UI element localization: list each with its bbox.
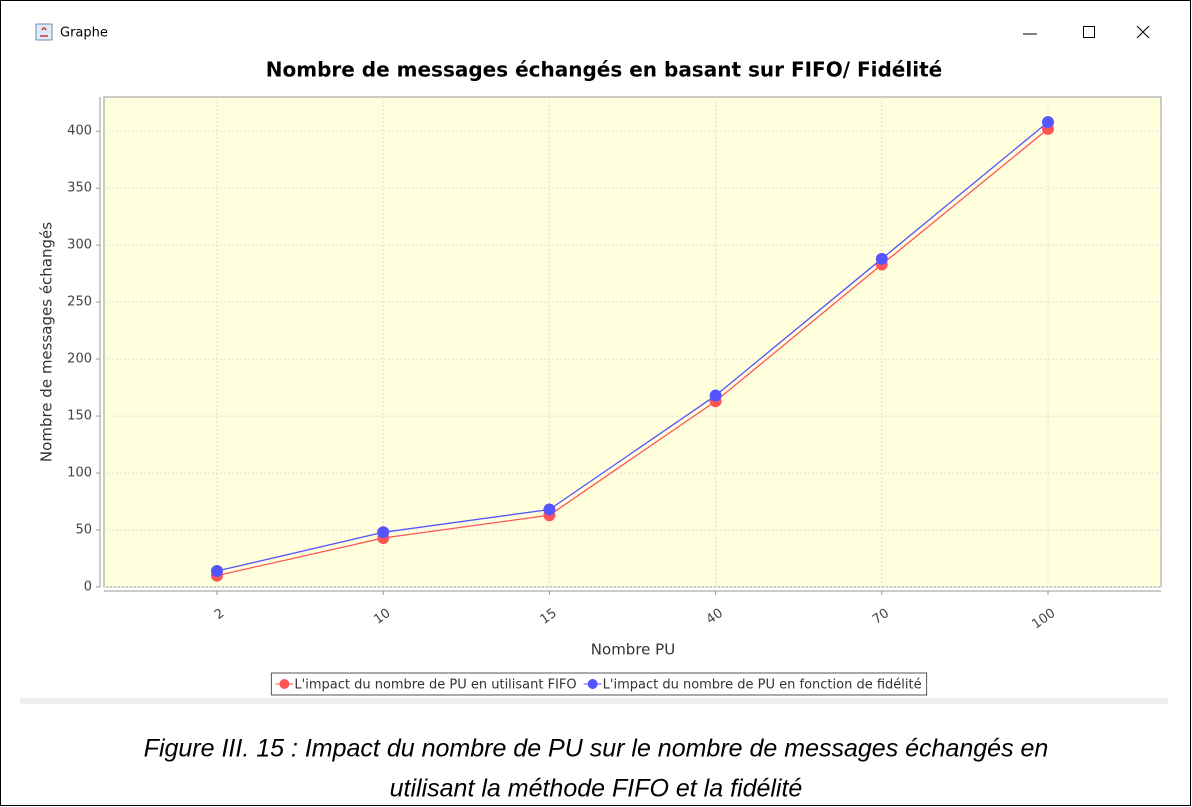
series-line: [216, 121, 1049, 572]
caption-line: Figure III. 15 : Impact du nombre de PU …: [144, 735, 1049, 763]
series-line: [216, 128, 1049, 577]
data-point: [211, 565, 223, 578]
data-point: [875, 252, 888, 265]
x-axis-label: Nombre PU: [591, 641, 675, 659]
data-point: [377, 526, 390, 539]
y-tick-label: 350: [67, 181, 92, 196]
separator: [20, 698, 1168, 704]
y-tick-label: 300: [67, 238, 92, 253]
y-tick-label: 200: [67, 352, 92, 367]
chart-title: Nombre de messages échangés en basant su…: [266, 58, 942, 82]
y-tick-label: 400: [67, 124, 92, 139]
data-point: [709, 389, 722, 402]
legend-marker: [587, 679, 598, 689]
y-tick-label: 150: [67, 409, 92, 424]
window-title: Graphe: [60, 26, 108, 41]
legend-label: L'impact du nombre de PU en utilisant FI…: [294, 678, 576, 693]
data-point: [543, 503, 556, 516]
y-tick-label: 50: [75, 523, 92, 538]
maximize-button[interactable]: [1083, 26, 1095, 38]
app-icon: [35, 23, 53, 41]
legend-marker: [279, 679, 290, 689]
y-axis-label: Nombre de messages échangés: [38, 222, 56, 462]
data-point: [1042, 116, 1054, 129]
caption-line: utilisant la méthode FIFO et la fidélité: [390, 775, 803, 803]
legend-label: L'impact du nombre de PU en fonction de …: [603, 678, 922, 693]
y-tick-label: 250: [67, 295, 92, 310]
close-button[interactable]: [1136, 25, 1150, 39]
y-tick-label: 100: [67, 466, 92, 481]
plot-area: [103, 96, 1162, 588]
y-tick-label: 0: [84, 580, 92, 595]
